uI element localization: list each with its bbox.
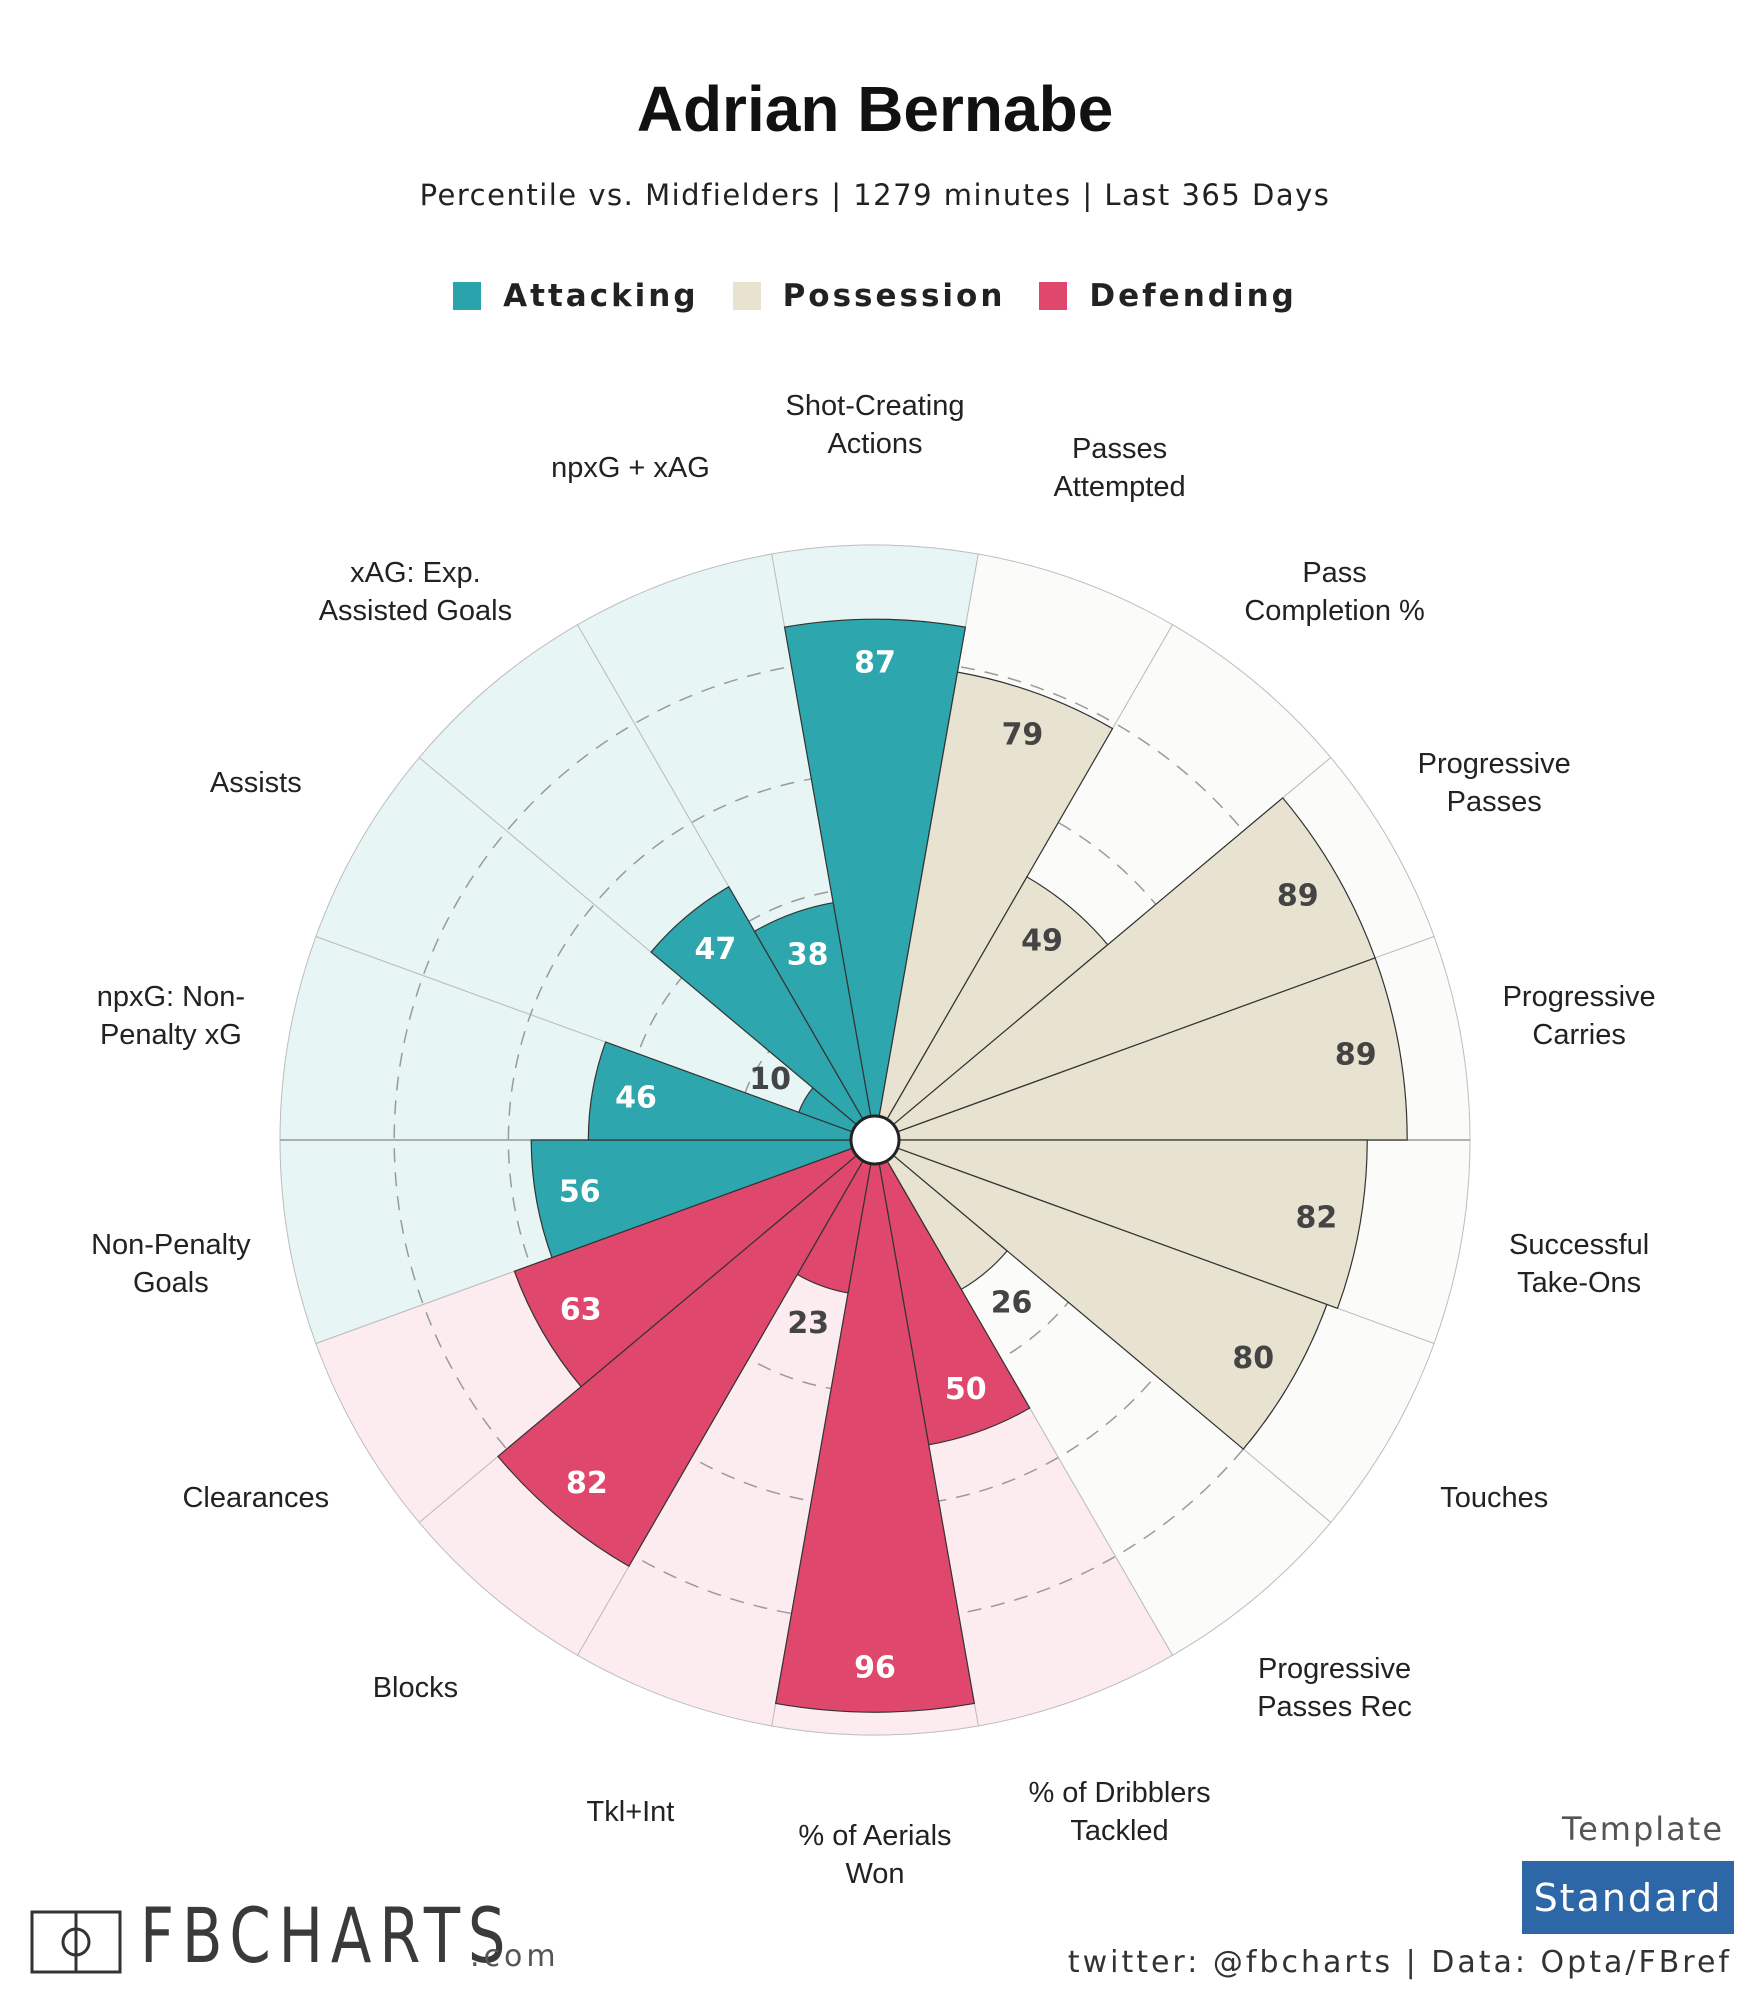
- legend: Attacking Possession Defending: [0, 278, 1750, 314]
- legend-label-defending: Defending: [1089, 278, 1297, 314]
- axis-label-npxg-xag: npxG + xAG: [551, 452, 710, 485]
- template-label: Template: [1561, 1810, 1724, 1848]
- axis-label-successful-take-ons: Successful Take-Ons: [1509, 1229, 1650, 1300]
- value-label-assists: 10: [749, 1062, 791, 1097]
- value-label-shot-creating-actions: 87: [854, 646, 896, 681]
- legend-label-possession: Possession: [782, 278, 1006, 314]
- value-label-npxg-non-penalty-xg: 46: [615, 1080, 657, 1115]
- brand: FBCHARTS .com: [30, 1898, 619, 1974]
- value-label-npxg-xag: 38: [787, 937, 829, 972]
- value-label-passes-attempted: 79: [1002, 717, 1044, 752]
- value-label-progressive-passes: 89: [1277, 878, 1319, 913]
- axis-label-blocks: Blocks: [372, 1671, 459, 1704]
- axis-label-pass-completion: Pass Completion %: [1244, 557, 1425, 628]
- center-hole: [849, 1114, 901, 1166]
- legend-swatch-attacking: [453, 282, 482, 310]
- legend-label-attacking: Attacking: [503, 278, 699, 314]
- value-label-of-dribblers-tackled: 50: [945, 1372, 987, 1407]
- legend-item-attacking: Attacking: [453, 278, 698, 314]
- axis-label-clearances: Clearances: [182, 1481, 330, 1514]
- data-credit: twitter: @fbcharts | Data: Opta/FBref: [1067, 1945, 1732, 1980]
- brand-suffix: .com: [470, 1939, 560, 1974]
- value-label-progressive-passes-rec: 26: [991, 1285, 1033, 1320]
- brand-name: FBCHARTS: [140, 1891, 514, 1980]
- value-label-xag-exp-assisted-goals: 47: [694, 932, 736, 967]
- chart-title: Adrian Bernabe: [636, 73, 1114, 145]
- axis-label-non-penalty-goals: Non-Penalty Goals: [91, 1229, 251, 1300]
- axis-label-passes-attempted: Passes Attempted: [1053, 433, 1186, 504]
- value-label-successful-take-ons: 82: [1296, 1200, 1338, 1235]
- axis-label-xag-exp-assisted-goals: xAG: Exp. Assisted Goals: [318, 557, 513, 628]
- legend-swatch-possession: [732, 282, 761, 310]
- value-label-tkl-int: 23: [787, 1306, 829, 1341]
- value-label-pass-completion: 49: [1021, 923, 1063, 958]
- axis-label-npxg-non-penalty-xg: npxG: Non- Penalty xG: [96, 980, 245, 1051]
- axis-label-tkl-int: Tkl+Int: [586, 1795, 675, 1828]
- value-label-blocks: 82: [566, 1466, 608, 1501]
- legend-item-defending: Defending: [1039, 278, 1296, 314]
- legend-swatch-defending: [1039, 282, 1068, 310]
- axis-label-progressive-carries: Progressive Carries: [1502, 980, 1656, 1051]
- pitch-logo-icon: [30, 1910, 122, 1974]
- axis-label-shot-creating-actions: Shot-Creating Actions: [785, 390, 965, 460]
- value-label-clearances: 63: [560, 1292, 602, 1327]
- template-badge: Standard: [1522, 1861, 1734, 1934]
- value-label-of-aerials-won: 96: [854, 1651, 896, 1686]
- axis-label-progressive-passes: Progressive Passes: [1417, 747, 1571, 818]
- axis-label-of-aerials-won: % of Aerials Won: [798, 1820, 952, 1890]
- axis-label-touches: Touches: [1440, 1481, 1549, 1514]
- axis-label-assists: Assists: [209, 766, 302, 799]
- axis-label-of-dribblers-tackled: % of Dribblers Tackled: [1028, 1776, 1211, 1847]
- value-label-touches: 80: [1232, 1341, 1274, 1376]
- value-label-progressive-carries: 89: [1335, 1038, 1377, 1073]
- axis-label-progressive-passes-rec: Progressive Passes Rec: [1257, 1652, 1412, 1723]
- value-label-non-penalty-goals: 56: [559, 1175, 601, 1210]
- chart-subtitle: Percentile vs. Midfielders | 1279 minute…: [419, 178, 1331, 212]
- legend-item-possession: Possession: [732, 278, 1006, 314]
